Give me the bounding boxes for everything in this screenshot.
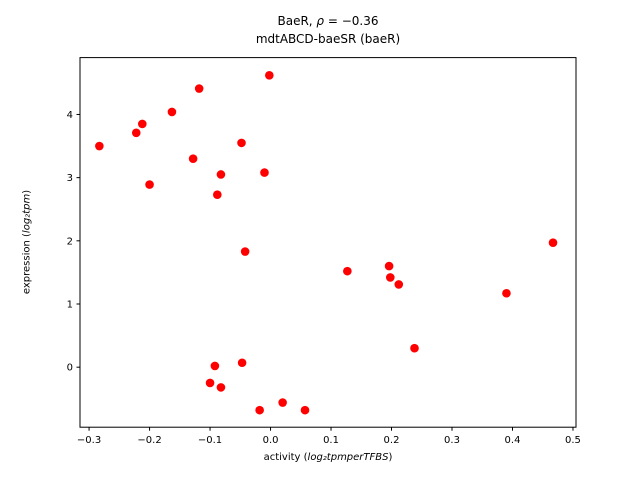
data-point bbox=[384, 261, 394, 271]
y-axis-label-math: log₂tpm bbox=[21, 193, 33, 234]
data-point bbox=[278, 398, 287, 407]
y-axis-label: expression (log₂tpm) bbox=[22, 190, 33, 294]
x-tick-label: 0.3 bbox=[444, 435, 460, 446]
data-point bbox=[145, 180, 154, 189]
data-point bbox=[502, 288, 511, 298]
x-tick-label: 0.0 bbox=[263, 435, 279, 446]
y-tick-label: 4 bbox=[67, 110, 73, 121]
chart-title-line2: mdtABCD-baeSR (baeR) bbox=[255, 32, 401, 46]
x-tick-label: −0.2 bbox=[137, 435, 161, 446]
x-tick-label: 0.1 bbox=[323, 435, 339, 446]
data-point bbox=[260, 168, 269, 177]
data-point bbox=[410, 343, 419, 353]
x-axis-label-suffix: ) bbox=[388, 452, 393, 463]
x-tick-label: 0.4 bbox=[505, 435, 521, 446]
y-axis-label-text: expression ( bbox=[21, 233, 33, 295]
data-point bbox=[343, 266, 352, 276]
data-point bbox=[131, 128, 141, 138]
y-axis-label-suffix: ) bbox=[21, 189, 33, 194]
title-correlation-value: = −0.36 bbox=[324, 14, 379, 28]
data-point bbox=[237, 138, 246, 148]
title-rho-symbol: ρ bbox=[316, 14, 325, 28]
y-tick-label: 1 bbox=[67, 300, 73, 311]
data-point bbox=[138, 119, 147, 129]
x-tick-label: 0.5 bbox=[565, 435, 581, 446]
data-point bbox=[216, 383, 226, 392]
data-point bbox=[548, 238, 558, 248]
data-point bbox=[265, 70, 274, 80]
chart-title: BaeR, ρ = −0.36 mdtABCD-baeSR (baeR) bbox=[80, 12, 576, 48]
y-tick-label: 0 bbox=[67, 363, 73, 374]
x-tick-label: −0.3 bbox=[77, 435, 101, 446]
data-point bbox=[188, 154, 198, 163]
data-point bbox=[216, 170, 226, 179]
x-axis-label-math: log₂tpmperTFBS bbox=[307, 452, 389, 463]
title-text: BaeR, bbox=[277, 14, 317, 28]
data-point bbox=[167, 107, 177, 117]
data-point bbox=[194, 84, 204, 93]
data-point bbox=[95, 141, 104, 151]
data-point bbox=[240, 247, 250, 256]
x-axis-label: activity (log₂tpmperTFBS) bbox=[80, 452, 576, 463]
chart-title-line1: BaeR, ρ = −0.36 bbox=[80, 12, 576, 30]
y-tick-label: 2 bbox=[67, 236, 73, 247]
data-point bbox=[255, 405, 264, 415]
data-point bbox=[394, 280, 404, 289]
axes-frame bbox=[79, 57, 577, 428]
x-axis-label-text: activity ( bbox=[263, 452, 308, 463]
x-tick-label: 0.2 bbox=[384, 435, 400, 446]
data-point bbox=[300, 405, 310, 415]
y-tick-label: 3 bbox=[67, 173, 73, 184]
x-tick-label: −0.1 bbox=[198, 435, 222, 446]
data-point bbox=[210, 361, 220, 371]
data-point bbox=[237, 358, 247, 368]
data-point bbox=[205, 378, 215, 388]
data-point bbox=[386, 273, 395, 282]
data-point bbox=[213, 190, 222, 199]
